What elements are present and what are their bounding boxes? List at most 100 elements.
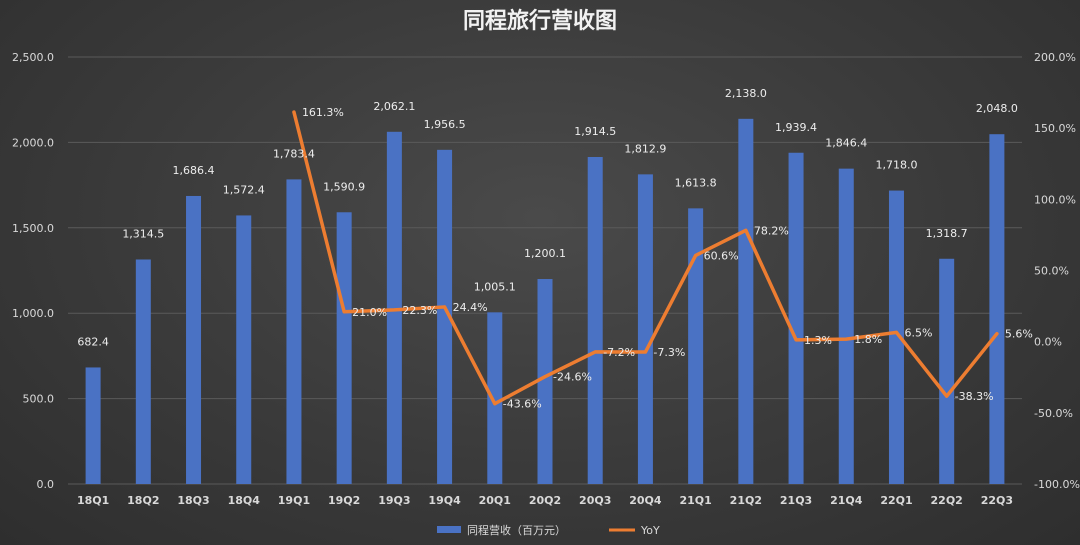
- bar-value-label: 1,613.8: [675, 176, 717, 189]
- revenue-bar: [637, 174, 653, 484]
- y-right-tick-label: 150.0%: [1034, 122, 1076, 135]
- y-left-tick-label: 2,000.0: [12, 136, 54, 149]
- x-tick-label: 21Q2: [730, 494, 762, 507]
- yoy-value-label: 78.2%: [754, 224, 789, 237]
- yoy-value-label: 6.5%: [904, 326, 932, 339]
- revenue-bar: [788, 152, 804, 484]
- bar-series: [85, 118, 1005, 485]
- yoy-point: [794, 338, 798, 342]
- bar-value-label: 1,005.1: [474, 280, 516, 293]
- y-right-tick-label: -50.0%: [1034, 407, 1073, 420]
- x-tick-label: 19Q1: [278, 494, 310, 507]
- revenue-bar: [336, 212, 352, 484]
- yoy-point: [995, 332, 999, 336]
- yoy-value-label: -7.2%: [603, 346, 635, 359]
- yoy-value-label: -7.3%: [653, 346, 685, 359]
- legend-swatch-bar: [437, 526, 461, 533]
- chart-title: 同程旅行营收图: [463, 8, 617, 34]
- revenue-bar: [738, 118, 754, 485]
- legend: 同程营收（百万元） YoY: [437, 523, 660, 537]
- x-tick-label: 18Q3: [177, 494, 209, 507]
- bar-value-label: 1,956.5: [424, 118, 466, 131]
- yoy-value-label: 1.8%: [854, 333, 882, 346]
- x-tick-label: 19Q4: [428, 494, 461, 507]
- yoy-value-label: 161.3%: [302, 106, 344, 119]
- y-left-tick-label: 1,000.0: [12, 307, 54, 320]
- yoy-point: [292, 110, 296, 114]
- bar-value-label: 1,846.4: [825, 137, 867, 150]
- yoy-value-label: 22.3%: [402, 304, 437, 317]
- revenue-bar: [888, 190, 904, 484]
- x-tick-label: 19Q3: [378, 494, 410, 507]
- x-tick-label: 22Q1: [880, 494, 912, 507]
- bar-value-label: 1,314.5: [122, 227, 164, 240]
- yoy-point: [443, 305, 447, 309]
- x-tick-label: 21Q4: [830, 494, 863, 507]
- x-tick-label: 18Q1: [77, 494, 109, 507]
- yoy-value-label: -43.6%: [503, 398, 542, 411]
- bar-value-label: 1,718.0: [875, 159, 917, 172]
- y-left-tick-label: 500.0: [23, 393, 55, 406]
- revenue-bar: [437, 149, 453, 484]
- x-tick-label: 18Q4: [228, 494, 261, 507]
- x-tick-label: 21Q3: [780, 494, 812, 507]
- yoy-point: [744, 228, 748, 232]
- yoy-point: [392, 308, 396, 312]
- y-right-tick-label: 200.0%: [1034, 51, 1076, 64]
- y-right-tick-label: 100.0%: [1034, 193, 1076, 206]
- bar-value-label: 2,048.0: [976, 102, 1018, 115]
- y-right-tick-label: 50.0%: [1034, 265, 1069, 278]
- yoy-value-label: -24.6%: [553, 371, 592, 384]
- yoy-series: [292, 110, 999, 406]
- y-right-tick-label: 0.0%: [1034, 336, 1062, 349]
- yoy-value-label: 24.4%: [453, 301, 488, 314]
- yoy-value-label: -38.3%: [955, 390, 994, 403]
- x-tick-label: 20Q1: [479, 494, 511, 507]
- x-tick-label: 22Q2: [931, 494, 963, 507]
- revenue-bar: [688, 208, 704, 484]
- y-left-tick-label: 2,500.0: [12, 51, 54, 64]
- yoy-value-label: 21.0%: [352, 306, 387, 319]
- yoy-point: [493, 402, 497, 406]
- yoy-point: [894, 330, 898, 334]
- legend-label-line: YoY: [640, 524, 660, 537]
- legend-label-bar: 同程营收（百万元）: [467, 523, 566, 537]
- bar-value-label: 2,138.0: [725, 87, 767, 100]
- yoy-point: [643, 350, 647, 354]
- axes: 0.0 500.0 1,000.0 1,500.0 2,000.0 2,500.0 -100…: [12, 51, 1080, 507]
- revenue-bar: [186, 195, 202, 484]
- revenue-bar: [939, 258, 955, 484]
- yoy-point: [342, 310, 346, 314]
- revenue-bar: [989, 134, 1005, 484]
- yoy-value-label: 5.6%: [1005, 328, 1033, 341]
- revenue-bar: [487, 312, 503, 484]
- yoy-point: [593, 350, 597, 354]
- data-labels: 682.4 1,314.5 1,686.4 1,572.4 1,783.4 1,590.9…: [77, 87, 1032, 411]
- bar-value-label: 1,783.4: [273, 147, 315, 160]
- bar-value-label: 1,939.4: [775, 121, 817, 134]
- revenue-bar: [286, 179, 302, 485]
- revenue-bar: [838, 168, 854, 484]
- y-left-tick-label: 0.0: [37, 478, 55, 491]
- yoy-value-label: 1.3%: [804, 334, 832, 347]
- bar-value-label: 1,200.1: [524, 247, 566, 260]
- yoy-point: [543, 375, 547, 379]
- yoy-value-label: 60.6%: [704, 249, 739, 262]
- yoy-point: [694, 253, 698, 257]
- x-tick-label: 20Q2: [529, 494, 561, 507]
- y-left-tick-label: 1,500.0: [12, 222, 54, 235]
- revenue-bar: [85, 367, 101, 484]
- bar-value-label: 1,318.7: [926, 227, 968, 240]
- bar-value-label: 682.4: [77, 335, 109, 348]
- revenue-bar: [236, 215, 252, 484]
- x-tick-label: 20Q4: [629, 494, 662, 507]
- bar-value-label: 2,062.1: [373, 100, 415, 113]
- x-tick-label: 20Q3: [579, 494, 611, 507]
- bar-value-label: 1,572.4: [223, 183, 265, 196]
- x-tick-label: 18Q2: [127, 494, 159, 507]
- revenue-bar: [386, 131, 402, 484]
- x-tick-label: 19Q2: [328, 494, 360, 507]
- y-right-tick-label: -100.0%: [1034, 478, 1080, 491]
